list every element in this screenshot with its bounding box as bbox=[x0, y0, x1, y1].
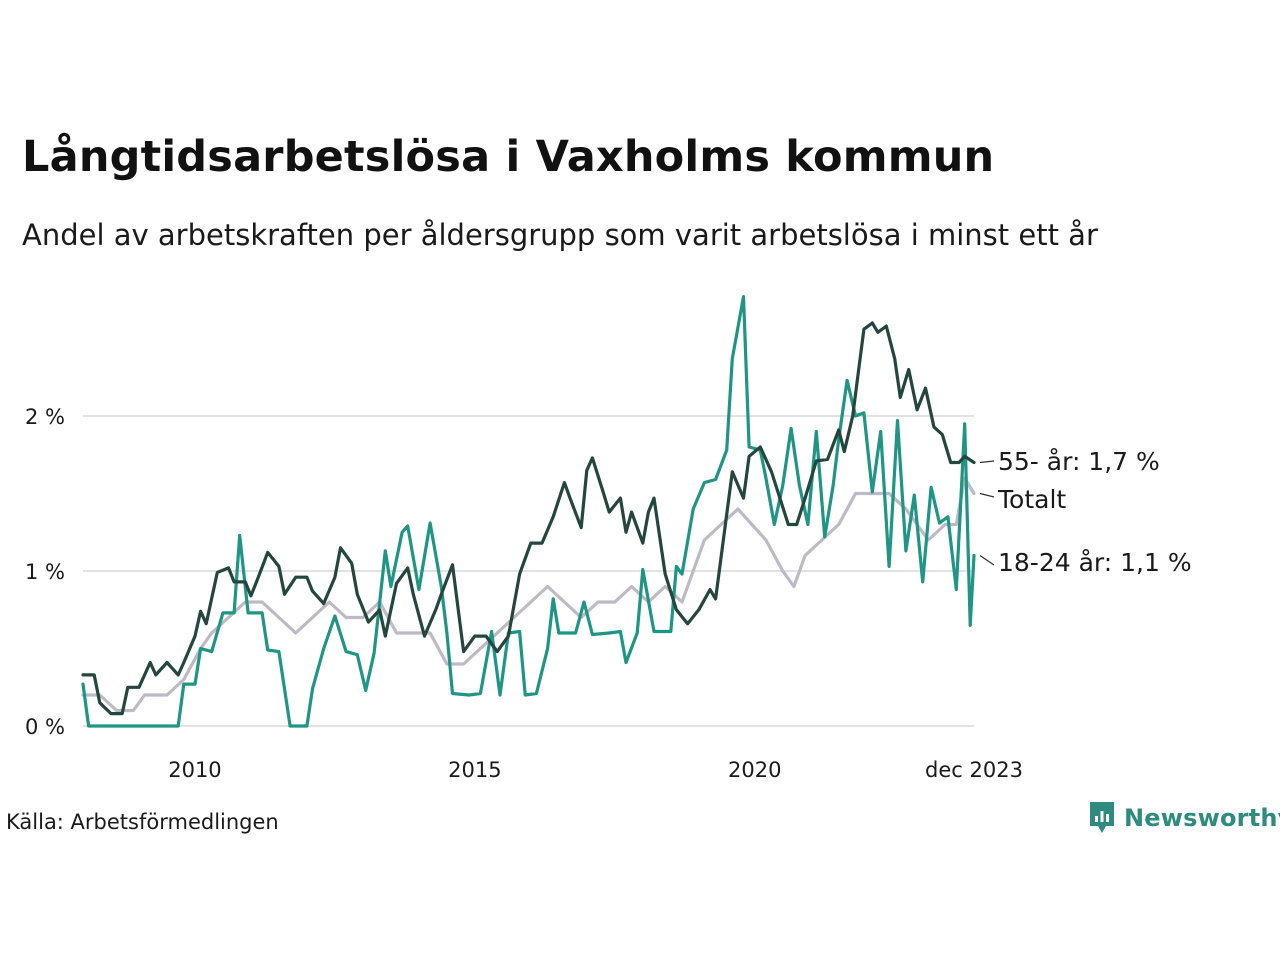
gridlines bbox=[83, 415, 974, 727]
chart-title: Långtidsarbetslösa i Vaxholms kommun bbox=[22, 132, 995, 182]
y-axis: 0 % 1 % 2 % bbox=[25, 405, 65, 739]
x-axis: 2010 2015 2020 dec 2023 bbox=[168, 758, 1023, 782]
label-leader bbox=[979, 460, 995, 464]
x-tick-label: 2020 bbox=[728, 758, 781, 782]
series-line-18-24-r bbox=[81, 295, 976, 728]
source-note: Källa: Arbetsförmedlingen bbox=[6, 810, 279, 834]
series-line-totalt bbox=[81, 476, 976, 713]
brand-name: Newsworthy bbox=[1124, 804, 1280, 832]
line-chart: 0 % 1 % 2 % 2010 2015 2020 dec 2023 Totalt 18-… bbox=[25, 295, 1192, 782]
newsworthy-logo-icon bbox=[1090, 802, 1114, 833]
series-end-label: Totalt bbox=[997, 485, 1066, 514]
brand-logo: Newsworthy bbox=[1088, 800, 1280, 836]
y-tick-label: 0 % bbox=[25, 715, 65, 739]
series-lines bbox=[81, 295, 976, 728]
series-end-label: 55- år: 1,7 % bbox=[998, 447, 1160, 476]
x-tick-label: 2010 bbox=[168, 758, 221, 782]
label-leader bbox=[979, 555, 995, 566]
series-line-55-r bbox=[81, 321, 976, 716]
x-tick-label: dec 2023 bbox=[925, 758, 1023, 782]
y-tick-label: 2 % bbox=[25, 405, 65, 429]
x-tick-label: 2015 bbox=[448, 758, 501, 782]
chart-subtitle: Andel av arbetskraften per åldersgrupp s… bbox=[22, 218, 1098, 252]
series-end-label: 18-24 år: 1,1 % bbox=[998, 548, 1192, 577]
label-leader bbox=[979, 492, 995, 498]
series-end-labels: Totalt 18-24 år: 1,1 % 55- år: 1,7 % bbox=[979, 447, 1192, 577]
y-tick-label: 1 % bbox=[25, 560, 65, 584]
